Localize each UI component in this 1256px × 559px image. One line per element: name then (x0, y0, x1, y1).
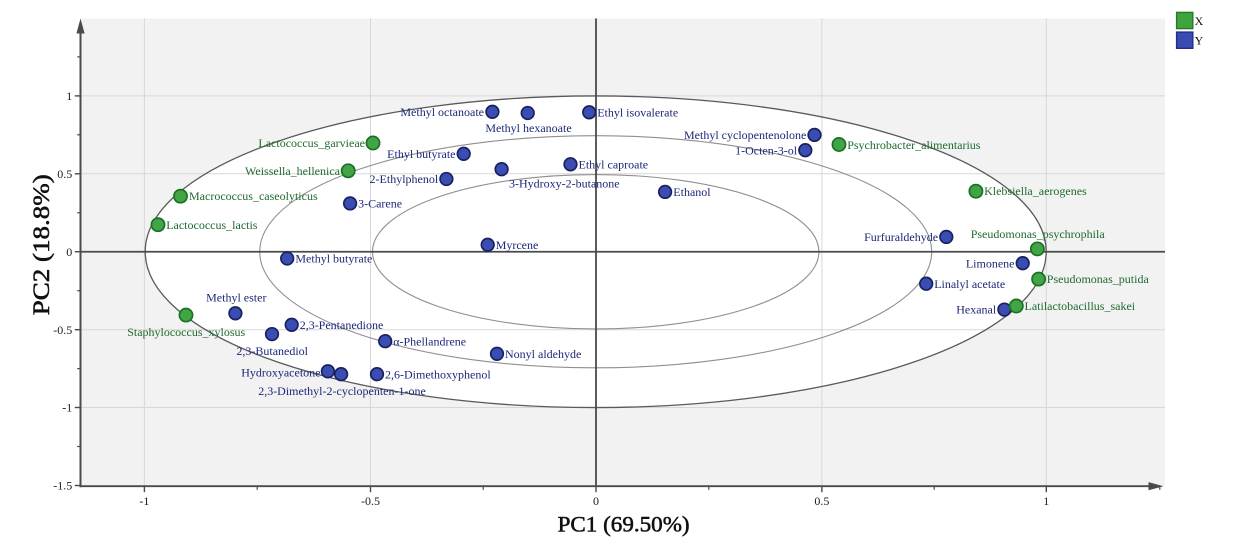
svg-text:Weissella_hellenica: Weissella_hellenica (245, 164, 341, 178)
svg-text:-0.5: -0.5 (53, 323, 72, 337)
svg-text:3-Carene: 3-Carene (358, 197, 402, 211)
svg-text:-1: -1 (62, 401, 72, 415)
svg-text:2,3-Dimethyl-2-cyclopenten-1-o: 2,3-Dimethyl-2-cyclopenten-1-one (258, 384, 426, 398)
svg-text:-0.5: -0.5 (361, 494, 380, 508)
svg-text:Ethyl caproate: Ethyl caproate (579, 157, 649, 171)
svg-text:Klebsiella_aerogenes: Klebsiella_aerogenes (984, 184, 1087, 198)
svg-text:2-Ethylphenol: 2-Ethylphenol (370, 172, 439, 186)
svg-text:0.5: 0.5 (57, 167, 72, 181)
svg-text:Lactococcus_lactis: Lactococcus_lactis (166, 218, 258, 232)
svg-text:α-Phellandrene: α-Phellandrene (393, 335, 466, 349)
svg-text:Latilactobacillus_sakei: Latilactobacillus_sakei (1025, 299, 1136, 313)
svg-text:Ethyl isovalerate: Ethyl isovalerate (597, 105, 678, 119)
svg-text:Linalyl acetate: Linalyl acetate (934, 277, 1005, 291)
svg-text:PC1 (69.50%): PC1 (69.50%) (558, 511, 690, 536)
svg-text:Nonyl aldehyde: Nonyl aldehyde (505, 347, 581, 361)
svg-text:Lactococcus_garvieae: Lactococcus_garvieae (258, 136, 365, 150)
svg-text:Ethyl butyrate: Ethyl butyrate (387, 147, 455, 161)
svg-text:1: 1 (66, 89, 72, 103)
svg-text:0: 0 (66, 245, 72, 259)
svg-text:X: X (1195, 14, 1204, 28)
svg-text:Limonene: Limonene (966, 256, 1015, 270)
svg-text:Staphylococcus_xylosus: Staphylococcus_xylosus (127, 325, 245, 339)
svg-text:Furfuraldehyde: Furfuraldehyde (864, 230, 938, 244)
svg-text:Methyl ester: Methyl ester (206, 290, 266, 304)
svg-text:Macrococcus_caseolyticus: Macrococcus_caseolyticus (189, 189, 318, 203)
svg-text:Psychrobacter_alimentarius: Psychrobacter_alimentarius (847, 138, 981, 152)
svg-text:Methyl hexanoate: Methyl hexanoate (485, 121, 571, 135)
svg-text:Methyl butyrate: Methyl butyrate (295, 252, 372, 266)
svg-text:Pseudomonas_putida: Pseudomonas_putida (1047, 272, 1150, 286)
svg-text:1-Octen-3-ol: 1-Octen-3-ol (735, 143, 798, 157)
svg-text:2,3-Butanediol: 2,3-Butanediol (236, 344, 308, 358)
svg-text:PC2 (18.8%): PC2 (18.8%) (29, 174, 54, 315)
svg-text:0.5: 0.5 (814, 494, 829, 508)
svg-text:-1.5: -1.5 (53, 479, 72, 493)
svg-text:-1: -1 (139, 494, 149, 508)
svg-text:Y: Y (1195, 34, 1204, 48)
svg-text:1: 1 (1043, 494, 1049, 508)
svg-text:2,6-Dimethoxyphenol: 2,6-Dimethoxyphenol (385, 367, 491, 381)
svg-text:Hydroxyacetone: Hydroxyacetone (241, 365, 320, 379)
svg-text:Hexanal: Hexanal (956, 303, 997, 317)
svg-text:Methyl cyclopentenolone: Methyl cyclopentenolone (684, 128, 806, 142)
svg-text:Pseudomonas_psychrophila: Pseudomonas_psychrophila (971, 227, 1106, 241)
svg-text:0: 0 (593, 494, 599, 508)
svg-text:Ethanol: Ethanol (673, 185, 711, 199)
svg-text:Myrcene: Myrcene (496, 238, 539, 252)
svg-text:3-Hydroxy-2-butanone: 3-Hydroxy-2-butanone (509, 176, 620, 190)
svg-text:2,3-Pentanedione: 2,3-Pentanedione (300, 318, 384, 332)
svg-text:Methyl octanoate: Methyl octanoate (400, 105, 484, 119)
